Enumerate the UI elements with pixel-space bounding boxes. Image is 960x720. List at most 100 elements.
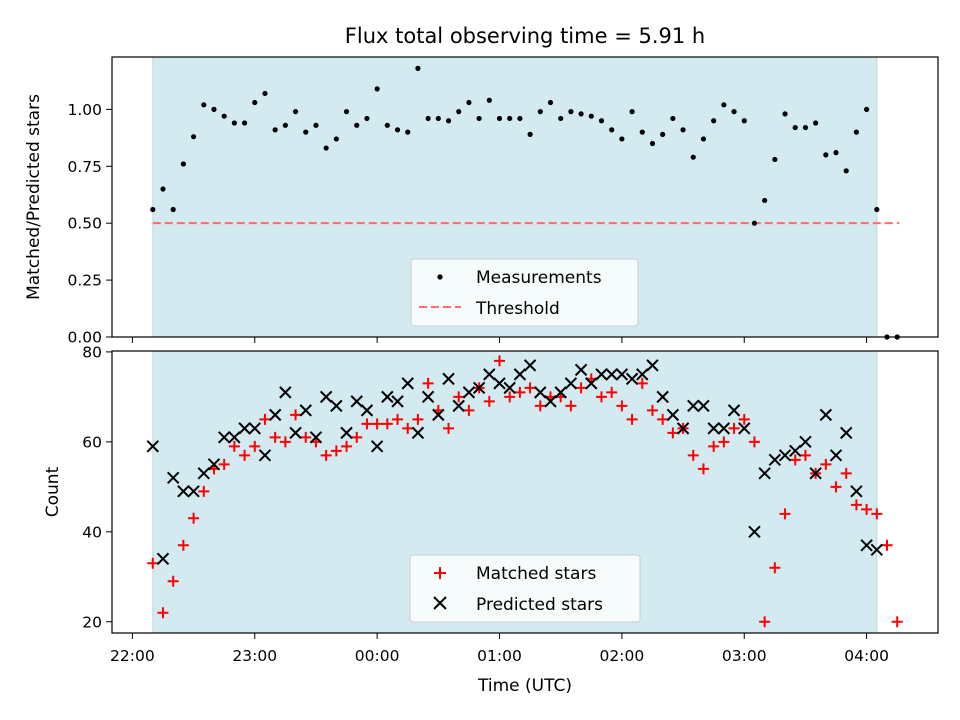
predicted-star-point: [166, 471, 180, 485]
measurement-point: [160, 186, 166, 192]
matched-star-point: [606, 386, 618, 398]
predicted-star-point: [697, 399, 710, 413]
bottom-y-tick-label: 60: [82, 433, 102, 451]
predicted-star-point: [870, 543, 884, 557]
measurement-point: [201, 102, 207, 108]
measurement-point: [751, 220, 758, 226]
predicted-star-point: [197, 467, 210, 480]
matched-star-point: [595, 391, 607, 403]
matched-star-point: [269, 431, 281, 443]
measurement-point: [527, 131, 533, 137]
predicted-star-point: [534, 386, 547, 399]
matched-star-point: [779, 508, 791, 520]
predicted-star-point: [319, 390, 333, 404]
measurement-point: [609, 127, 615, 133]
x-tick-label: 23:00: [232, 647, 277, 665]
predicted-star-point: [207, 458, 221, 471]
predicted-star-point: [401, 377, 414, 390]
predicted-star-point: [360, 404, 374, 417]
predicted-star-point: [544, 395, 557, 408]
predicted-star-point: [248, 422, 261, 435]
measurement-point: [405, 129, 411, 135]
matched-star-point: [799, 449, 811, 461]
measurement-point: [853, 129, 860, 135]
matched-star-point: [147, 557, 159, 569]
matched-star-point: [871, 508, 883, 520]
predicted-star-point: [748, 525, 761, 539]
matched-star-point: [565, 400, 577, 412]
matched-star-point: [891, 616, 903, 628]
matched-star-point: [228, 440, 240, 452]
predicted-star-point: [676, 422, 690, 435]
top-y-tick-label: 0.00: [67, 329, 102, 347]
matched-star-point: [626, 413, 638, 425]
matched-star-point: [341, 440, 353, 452]
matched-star-point: [789, 454, 801, 466]
measurement-point: [568, 109, 574, 115]
measurement-point: [241, 120, 248, 126]
predicted-star-point: [156, 552, 170, 565]
matched-star-point: [483, 395, 495, 407]
legend-matched-label: Matched stars: [476, 564, 596, 584]
matched-star-point: [850, 499, 862, 511]
top-y-tick-label: 0.50: [67, 215, 102, 233]
matched-star-point: [157, 607, 169, 619]
measurement-point: [190, 134, 197, 140]
predicted-star-point: [187, 485, 200, 498]
predicted-star-point: [615, 368, 629, 381]
predicted-star-point: [493, 377, 506, 390]
top-panel: 0.00 0.25 0.50 0.75 1.00 Flux total observin…: [24, 24, 939, 347]
predicted-star-point: [503, 381, 516, 395]
predicted-star-point: [268, 408, 282, 422]
predicted-star-point: [330, 399, 343, 413]
matched-star-point: [830, 481, 842, 493]
measurement-point: [517, 115, 523, 122]
matched-star-point: [534, 400, 546, 412]
measurement-point: [843, 168, 849, 174]
measurement-point: [221, 113, 227, 119]
bottom-legend: Matched stars Predicted stars: [409, 554, 641, 623]
measurement-point: [476, 115, 482, 122]
measurement-point: [180, 161, 186, 167]
measurement-point: [272, 127, 278, 133]
matched-star-point: [290, 409, 302, 421]
predicted-star-point: [799, 435, 812, 449]
measurement-points: [150, 65, 900, 340]
predicted-star-point: [758, 467, 771, 480]
top-axis-ticks: 0.00 0.25 0.50 0.75 1.00: [67, 101, 868, 347]
predicted-star-point: [574, 363, 588, 377]
matched-star-point: [320, 449, 332, 461]
measurement-point: [435, 115, 441, 122]
predicted-star-point: [370, 440, 384, 453]
matched-star-point: [840, 467, 852, 479]
matched-star-point: [330, 445, 342, 457]
predicted-star-point: [738, 422, 751, 435]
matched-star-point: [728, 422, 740, 434]
predicted-star-point: [432, 408, 445, 422]
predicted-star-point: [840, 426, 853, 440]
predicted-star-point: [309, 431, 323, 444]
predicted-star-point: [513, 368, 527, 381]
measurement-point: [384, 122, 390, 128]
predicted-star-point: [646, 359, 659, 372]
predicted-star-point: [809, 467, 822, 480]
predicted-star-point: [687, 399, 700, 413]
matched-star-point: [697, 463, 709, 475]
predicted-star-point: [636, 368, 649, 381]
chart-title: Flux total observing time = 5.91 h: [345, 24, 705, 48]
matched-star-point: [198, 485, 210, 497]
matched-star-point: [422, 377, 434, 389]
predicted-star-point: [829, 449, 843, 462]
matched-star-point: [504, 391, 516, 403]
measurement-point: [496, 115, 503, 122]
matched-star-point: [667, 427, 679, 439]
legend-measurements-marker: [437, 274, 443, 280]
matched-star-point: [402, 422, 414, 434]
predicted-star-point: [850, 485, 863, 498]
measurement-point: [211, 106, 217, 112]
top-legend: Measurements Threshold: [410, 258, 639, 327]
measurement-point: [578, 111, 584, 117]
matched-star-point: [524, 382, 536, 394]
bottom-axes-frame: [111, 350, 939, 634]
matched-star-point: [575, 382, 587, 394]
